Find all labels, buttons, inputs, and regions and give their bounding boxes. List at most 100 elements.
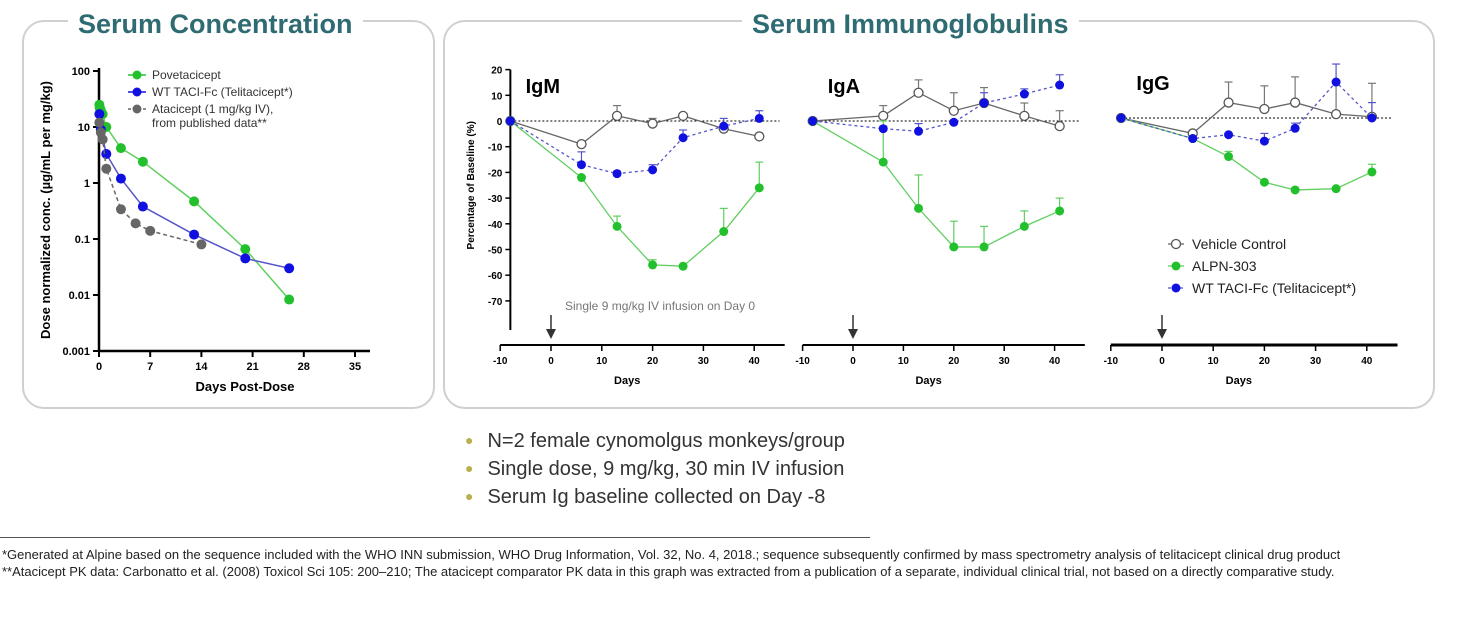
legend-marker (132, 87, 142, 97)
panel-title: IgG (1136, 73, 1169, 95)
data-point (913, 87, 924, 98)
x-tick-label: 20 (1259, 356, 1271, 367)
data-point (505, 116, 515, 126)
data-point (1331, 184, 1341, 194)
data-point (576, 173, 586, 183)
x-tick-label: 30 (698, 356, 710, 367)
x-tick-label: 40 (1361, 356, 1373, 367)
data-point (284, 263, 295, 274)
legend-label: WT TACI-Fc (Telitacicept*) (1192, 280, 1356, 296)
legend-label: ALPN-303 (1192, 258, 1257, 274)
y-tick-label: -60 (488, 271, 503, 282)
legend-label: Atacicept (1 mg/kg IV), (152, 102, 273, 116)
data-point (1367, 113, 1377, 123)
data-point (284, 294, 295, 305)
dose-arrow-head-icon (546, 329, 556, 339)
bullet-item: ● Serum Ig baseline collected on Day -8 (465, 486, 826, 508)
data-point (979, 98, 989, 108)
data-point (678, 133, 688, 143)
legend-label: WT TACI-Fc (Telitacicept*) (152, 85, 293, 99)
data-point (1259, 103, 1270, 115)
data-point (949, 242, 959, 252)
data-point (754, 183, 764, 193)
x-tick-label: 40 (749, 356, 761, 367)
x-tick-label: 40 (1049, 356, 1061, 367)
x-tick-label: 35 (349, 361, 361, 373)
y-tick-label: -30 (488, 194, 503, 205)
data-point (719, 121, 729, 131)
data-point (754, 131, 765, 142)
x-tick-label: 30 (1310, 356, 1322, 367)
legend-marker (1171, 283, 1181, 293)
data-point (1289, 97, 1301, 108)
x-tick-label: 10 (898, 356, 910, 367)
y-tick-label: -10 (488, 143, 503, 154)
dose-arrow-head-icon (1157, 329, 1167, 339)
serum-immunoglobulins-title: Serum Immunoglobulins (742, 9, 1079, 40)
x-tick-label: 10 (596, 356, 608, 367)
data-point (94, 109, 105, 120)
series-line (1120, 117, 1373, 191)
footnote-divider (0, 537, 870, 538)
data-point (576, 138, 587, 150)
data-point (1330, 108, 1342, 120)
data-point (611, 110, 623, 122)
data-point (115, 204, 126, 215)
legend-label: from published data** (152, 116, 267, 130)
data-point (94, 117, 105, 128)
x-tick-label: 0 (96, 361, 102, 373)
series-line (509, 120, 760, 267)
x-tick-label: 7 (147, 361, 153, 373)
serum-concentration-title: Serum Concentration (68, 9, 363, 40)
x-tick-label: 0 (850, 356, 856, 367)
data-point (719, 227, 729, 237)
footnotes: *Generated at Alpine based on the sequen… (2, 546, 1442, 580)
series-line (98, 114, 290, 270)
data-point (1290, 123, 1300, 133)
x-axis-label: Days (1226, 375, 1252, 387)
y-tick-label: -40 (488, 220, 503, 231)
panel-title: IgA (828, 76, 860, 98)
data-point (1224, 152, 1234, 162)
data-point (1259, 136, 1269, 146)
data-point (878, 157, 888, 167)
data-point (196, 239, 207, 250)
data-point (647, 118, 658, 129)
footnote-1: *Generated at Alpine based on the sequen… (2, 547, 1341, 562)
data-point (979, 242, 989, 252)
y-tick-label: 0.001 (62, 346, 90, 358)
data-point (1019, 110, 1030, 122)
legend-label: Vehicle Control (1192, 236, 1286, 252)
data-point (97, 134, 108, 145)
data-point (949, 117, 959, 127)
y-tick-label: 20 (491, 66, 503, 77)
x-tick-label: 28 (298, 361, 310, 373)
data-point (808, 116, 818, 126)
data-point (648, 165, 658, 175)
data-point (914, 126, 924, 136)
legend-marker (1171, 261, 1181, 271)
data-point (914, 203, 924, 213)
data-point (130, 218, 141, 229)
data-point (1290, 185, 1300, 195)
data-point (878, 124, 888, 134)
y-tick-label: 0.01 (69, 290, 90, 302)
y-tick-label: -70 (488, 297, 503, 308)
data-point (1019, 221, 1029, 231)
data-point (1019, 89, 1029, 99)
x-tick-label: 30 (999, 356, 1011, 367)
data-point (115, 143, 126, 154)
dose-annotation: Single 9 mg/kg IV infusion on Day 0 (565, 299, 755, 313)
legend-label: Povetacicept (152, 68, 221, 82)
x-axis-label: Days (915, 375, 941, 387)
data-point (1259, 177, 1269, 187)
x-tick-label: 10 (1208, 356, 1220, 367)
data-point (948, 105, 959, 116)
data-point (612, 221, 622, 231)
data-point (878, 110, 889, 122)
x-tick-label: 14 (195, 361, 208, 373)
x-tick-label: -10 (795, 356, 810, 367)
y-tick-label: 0 (497, 117, 503, 128)
data-point (1055, 206, 1065, 216)
